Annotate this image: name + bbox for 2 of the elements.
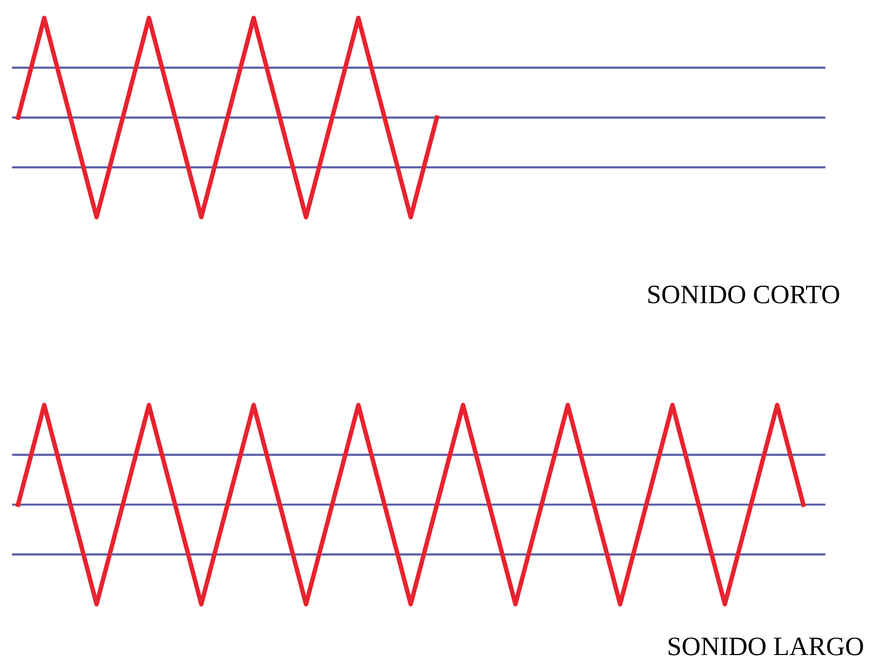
text: SONIDO CORTO — [648, 286, 840, 304]
text: SONIDO LARGO — [668, 638, 864, 656]
